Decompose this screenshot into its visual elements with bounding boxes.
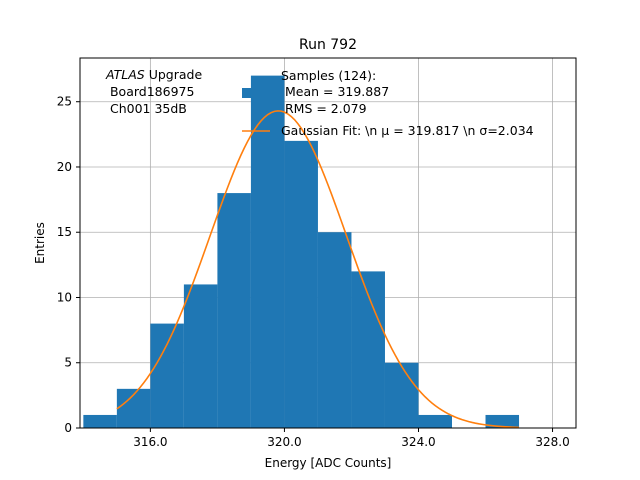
x-axis-ticks: 316.0 320.0 324.0 328.0 — [133, 428, 570, 449]
y-tick-label: 5 — [64, 356, 72, 370]
y-tick-label: 10 — [57, 290, 72, 304]
gaussian-fit-curve — [116, 110, 520, 429]
legend-mean: Mean = 319.887 — [281, 84, 389, 99]
legend-rms: RMS = 2.079 — [281, 101, 367, 116]
histogram-bar — [384, 362, 419, 428]
y-axis-ticks: 0 5 10 15 20 25 — [57, 95, 80, 435]
histogram-bar — [317, 232, 352, 428]
y-tick-label: 25 — [57, 95, 72, 109]
x-tick-label: 316.0 — [133, 435, 167, 449]
histogram-bar — [351, 271, 385, 428]
upgrade-label: Upgrade — [145, 67, 203, 82]
legend-fit-label: Gaussian Fit: \n μ = 319.817 \n σ=2.034 — [281, 123, 534, 138]
x-tick-label: 320.0 — [267, 435, 301, 449]
histogram-bar — [418, 414, 452, 428]
histogram-bar — [183, 284, 218, 428]
histogram-bar — [150, 323, 184, 428]
x-axis-label: Energy [ADC Counts] — [265, 456, 392, 470]
legend-samples-title: Samples (124): — [281, 68, 376, 83]
board-label: Board186975 — [106, 84, 194, 99]
channel-label: Ch001 35dB — [106, 101, 187, 116]
histogram-bars — [83, 75, 520, 428]
atlas-annotation: ATLAS Upgrade Board186975 Ch001 35dB — [105, 67, 202, 116]
x-tick-label: 324.0 — [401, 435, 435, 449]
y-tick-label: 0 — [64, 421, 72, 435]
histogram-bar — [83, 414, 117, 428]
histogram-bar — [284, 140, 318, 428]
histogram-bar — [250, 75, 285, 428]
histogram-bar — [485, 414, 520, 428]
histogram-bar — [217, 193, 251, 428]
plot-frame — [79, 57, 577, 429]
x-tick-label: 328.0 — [535, 435, 569, 449]
y-axis-label: Entries — [33, 222, 47, 264]
legend: Samples (124): Mean = 319.887 RMS = 2.07… — [242, 68, 534, 138]
atlas-label: ATLAS — [105, 67, 145, 82]
y-tick-label: 15 — [57, 225, 72, 239]
y-tick-label: 20 — [57, 160, 72, 174]
svg-text:ATLAS Upgrade: ATLAS Upgrade — [105, 67, 202, 82]
legend-histogram-swatch — [242, 88, 270, 98]
chart-title: Run 792 — [299, 37, 357, 53]
